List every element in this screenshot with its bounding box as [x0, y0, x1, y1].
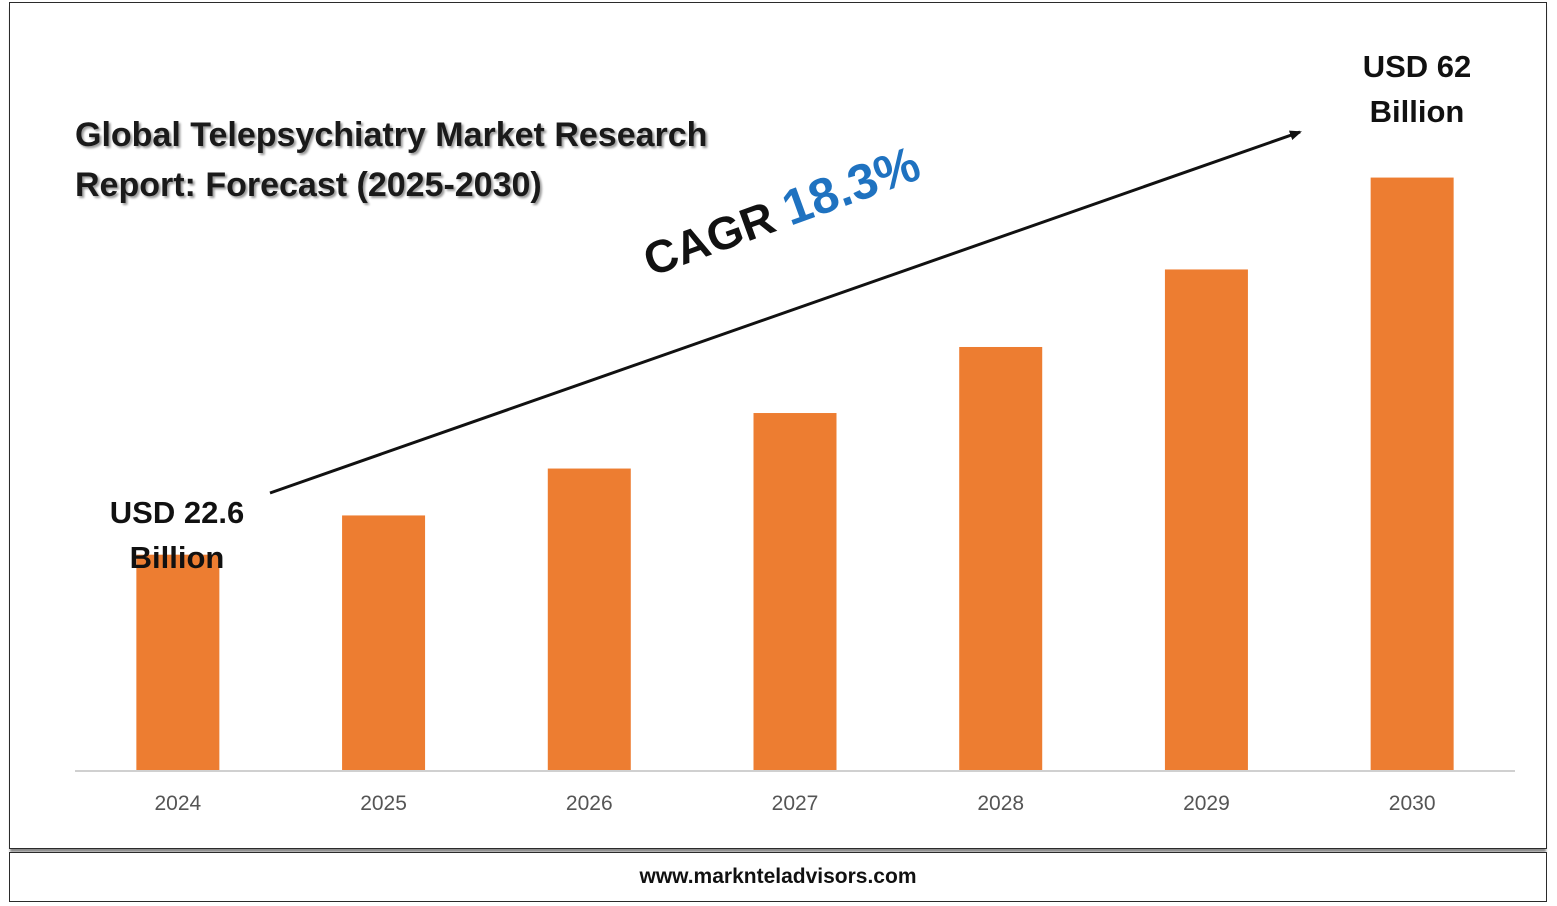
footer-url: www.marknteladvisors.com [639, 865, 917, 888]
bars-group [136, 177, 1454, 772]
x-tick-label-2027: 2027 [772, 792, 819, 815]
bar-2024 [136, 554, 220, 771]
footer-website: www.marknteladvisors.com [9, 852, 1547, 902]
end-value-amount: USD 62 [1362, 49, 1472, 84]
x-tick-label-2024: 2024 [154, 792, 201, 815]
chart-title: Global Telepsychiatry Market Research Re… [75, 116, 708, 204]
x-tick-label-2030: 2030 [1389, 792, 1436, 815]
bar-2027 [753, 413, 837, 771]
start-value-callout: USD 22.6 Billion [77, 490, 277, 580]
start-value-unit: Billion [129, 540, 225, 575]
end-value-unit: Billion [1369, 94, 1465, 129]
growth-arrow [269, 130, 1302, 495]
x-tick-label-2025: 2025 [360, 792, 407, 815]
x-tick-label-2029: 2029 [1183, 792, 1230, 815]
x-tick-label-2026: 2026 [566, 792, 613, 815]
bar-2028 [959, 346, 1043, 771]
start-value-amount: USD 22.6 [109, 495, 245, 530]
bar-2026 [547, 468, 631, 771]
end-value-callout: USD 62 Billion [1317, 44, 1517, 134]
x-tick-labels: 2024 2025 2026 2027 2028 2029 2030 [154, 792, 1435, 815]
x-tick-label-2028: 2028 [977, 792, 1024, 815]
bar-2029 [1164, 269, 1248, 771]
bar-2025 [342, 515, 426, 771]
bar-2030 [1370, 177, 1454, 772]
